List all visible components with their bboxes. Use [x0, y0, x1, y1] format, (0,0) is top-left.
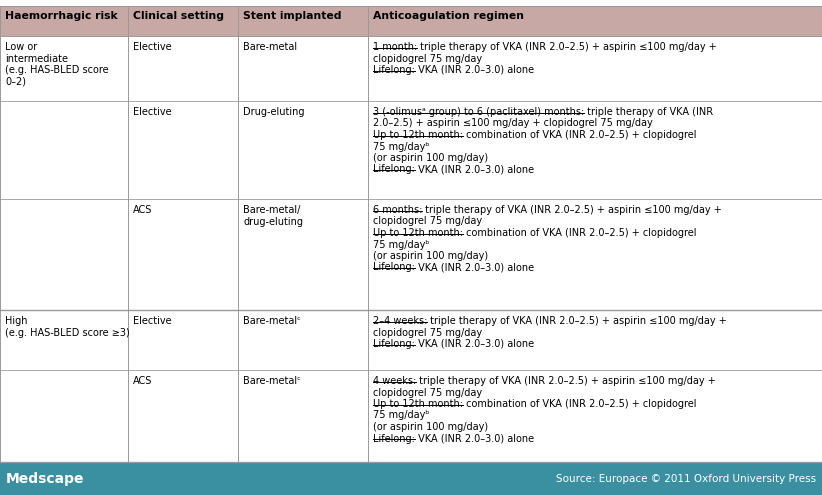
Bar — [0, 199, 822, 310]
Text: Anticoagulation regimen: Anticoagulation regimen — [373, 11, 524, 21]
Text: 2.0–2.5) + aspirin ≤100 mg/day + clopidogrel 75 mg/day: 2.0–2.5) + aspirin ≤100 mg/day + clopido… — [373, 118, 653, 129]
Text: VKA (INR 2.0–3.0) alone: VKA (INR 2.0–3.0) alone — [415, 164, 534, 175]
Text: 1 month:: 1 month: — [373, 42, 418, 52]
Text: Elective: Elective — [133, 107, 172, 117]
Text: 6 months:: 6 months: — [373, 205, 423, 215]
Text: Up to 12th month:: Up to 12th month: — [373, 130, 463, 140]
Text: Elective: Elective — [133, 42, 172, 52]
Text: Bare-metal/
drug-eluting: Bare-metal/ drug-eluting — [243, 205, 303, 227]
Text: Elective: Elective — [133, 316, 172, 326]
Text: 2–4 weeks:: 2–4 weeks: — [373, 316, 427, 326]
Text: Lifelong:: Lifelong: — [373, 339, 415, 349]
Text: Haemorrhagic risk: Haemorrhagic risk — [5, 11, 118, 21]
Text: 4 weeks:: 4 weeks: — [373, 376, 416, 386]
Text: combination of VKA (INR 2.0–2.5) + clopidogrel: combination of VKA (INR 2.0–2.5) + clopi… — [463, 130, 696, 140]
Text: ACS: ACS — [133, 376, 152, 386]
Bar — [0, 36, 822, 101]
Bar — [0, 370, 822, 462]
Text: VKA (INR 2.0–3.0) alone: VKA (INR 2.0–3.0) alone — [415, 65, 534, 75]
Bar — [0, 310, 822, 370]
Text: VKA (INR 2.0–3.0) alone: VKA (INR 2.0–3.0) alone — [415, 262, 534, 273]
Bar — [0, 6, 822, 36]
Text: Bare-metalᶜ: Bare-metalᶜ — [243, 376, 301, 386]
Text: 3 (-olimusᵃ group) to 6 (paclitaxel) months:: 3 (-olimusᵃ group) to 6 (paclitaxel) mon… — [373, 107, 584, 117]
Text: Lifelong:: Lifelong: — [373, 434, 415, 444]
Text: Clinical setting: Clinical setting — [133, 11, 224, 21]
Text: (or aspirin 100 mg/day): (or aspirin 100 mg/day) — [373, 251, 488, 261]
Text: VKA (INR 2.0–3.0) alone: VKA (INR 2.0–3.0) alone — [415, 339, 534, 349]
Text: Up to 12th month:: Up to 12th month: — [373, 228, 463, 238]
Text: triple therapy of VKA (INR 2.0–2.5) + aspirin ≤100 mg/day +: triple therapy of VKA (INR 2.0–2.5) + as… — [427, 316, 727, 326]
Text: triple therapy of VKA (INR: triple therapy of VKA (INR — [584, 107, 713, 117]
Text: Stent implanted: Stent implanted — [243, 11, 341, 21]
Text: (or aspirin 100 mg/day): (or aspirin 100 mg/day) — [373, 153, 488, 163]
Text: combination of VKA (INR 2.0–2.5) + clopidogrel: combination of VKA (INR 2.0–2.5) + clopi… — [463, 399, 696, 409]
Text: combination of VKA (INR 2.0–2.5) + clopidogrel: combination of VKA (INR 2.0–2.5) + clopi… — [463, 228, 696, 238]
Text: Source: Europace © 2011 Oxford University Press: Source: Europace © 2011 Oxford Universit… — [556, 474, 816, 484]
Bar — [0, 101, 822, 199]
Text: triple therapy of VKA (INR 2.0–2.5) + aspirin ≤100 mg/day +: triple therapy of VKA (INR 2.0–2.5) + as… — [418, 42, 717, 52]
Text: Lifelong:: Lifelong: — [373, 164, 415, 175]
Text: ACS: ACS — [133, 205, 152, 215]
Text: Bare-metalᶜ: Bare-metalᶜ — [243, 316, 301, 326]
Text: 75 mg/dayᵇ: 75 mg/dayᵇ — [373, 142, 430, 151]
Text: clopidogrel 75 mg/day: clopidogrel 75 mg/day — [373, 53, 483, 63]
Text: clopidogrel 75 mg/day: clopidogrel 75 mg/day — [373, 216, 483, 227]
Text: (or aspirin 100 mg/day): (or aspirin 100 mg/day) — [373, 422, 488, 432]
Text: clopidogrel 75 mg/day: clopidogrel 75 mg/day — [373, 328, 483, 338]
Text: Lifelong:: Lifelong: — [373, 262, 415, 273]
Text: Drug-eluting: Drug-eluting — [243, 107, 304, 117]
Text: triple therapy of VKA (INR 2.0–2.5) + aspirin ≤100 mg/day +: triple therapy of VKA (INR 2.0–2.5) + as… — [423, 205, 722, 215]
Text: High
(e.g. HAS-BLED score ≥3): High (e.g. HAS-BLED score ≥3) — [5, 316, 130, 338]
Text: Lifelong:: Lifelong: — [373, 65, 415, 75]
Text: 75 mg/dayᵇ: 75 mg/dayᵇ — [373, 410, 430, 420]
Text: triple therapy of VKA (INR 2.0–2.5) + aspirin ≤100 mg/day +: triple therapy of VKA (INR 2.0–2.5) + as… — [416, 376, 716, 386]
Text: Up to 12th month:: Up to 12th month: — [373, 399, 463, 409]
Bar — [0, 462, 822, 495]
Text: VKA (INR 2.0–3.0) alone: VKA (INR 2.0–3.0) alone — [415, 434, 534, 444]
Text: clopidogrel 75 mg/day: clopidogrel 75 mg/day — [373, 388, 483, 397]
Text: Low or
intermediate
(e.g. HAS-BLED score
0–2): Low or intermediate (e.g. HAS-BLED score… — [5, 42, 109, 87]
Text: Bare-metal: Bare-metal — [243, 42, 297, 52]
Text: Medscape: Medscape — [6, 472, 85, 486]
Text: 75 mg/dayᵇ: 75 mg/dayᵇ — [373, 240, 430, 249]
